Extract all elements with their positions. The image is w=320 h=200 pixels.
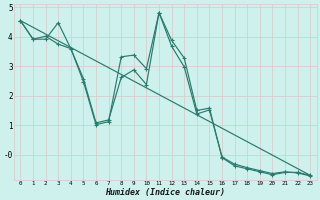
X-axis label: Humidex (Indice chaleur): Humidex (Indice chaleur) bbox=[105, 188, 225, 197]
